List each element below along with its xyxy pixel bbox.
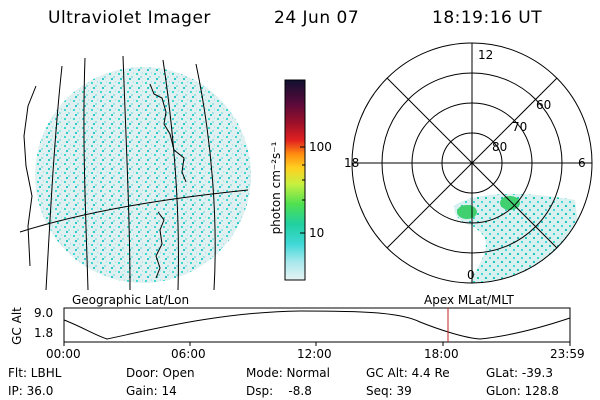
mlt-label-12: 12: [478, 48, 494, 62]
colorbar-tick-10: 10: [309, 226, 325, 240]
observation-date: 24 Jun 07: [274, 8, 360, 28]
mlt-label-6: 6: [578, 156, 586, 170]
info-gc-alt: GC Alt: 4.4 Re: [366, 366, 450, 380]
instrument-title: Ultraviolet Imager: [48, 8, 211, 28]
altitude-ytick-1.8: 1.8: [34, 326, 54, 340]
map-panel-label: Geographic Lat/Lon: [72, 293, 190, 307]
altitude-xtick-1800: 18:00: [424, 347, 459, 361]
info-filter: Flt: LBHL: [8, 366, 62, 380]
info-door: Door: Open: [126, 366, 195, 380]
mlat-label-60: 60: [536, 98, 552, 112]
info-glat: GLat: -39.3: [486, 366, 553, 380]
altitude-curve: [63, 310, 571, 340]
map-longitude-lines: [45, 55, 216, 291]
info-seq: Seq: 39: [366, 384, 412, 398]
altitude-xtick-0600: 06:00: [171, 347, 206, 361]
observation-time: 18:19:16 UT: [432, 8, 543, 28]
polar-panel-label: Apex MLat/MLT: [424, 293, 514, 307]
colorbar-tick-100: 100: [309, 140, 332, 154]
mlat-label-80: 80: [492, 140, 508, 154]
info-ip: IP: 36.0: [8, 384, 54, 398]
mlat-label-70: 70: [512, 120, 528, 134]
info-mode: Mode: Normal: [246, 366, 330, 380]
mlt-label-0: 0: [467, 268, 475, 282]
map-latitude-line: [19, 189, 249, 233]
mlt-label-18: 18: [344, 156, 360, 170]
altitude-xtick-1200: 12:00: [297, 347, 332, 361]
map-coastline: [23, 83, 187, 279]
altitude-xtick-0000: 00:00: [46, 347, 81, 361]
info-dsp: Dsp: -8.8: [246, 384, 312, 398]
altitude-frame: [63, 307, 571, 343]
info-glon: GLon: 128.8: [486, 384, 559, 398]
altitude-xtick-2359: 23:59: [550, 347, 585, 361]
altitude-ytick-9: 9.0: [34, 306, 54, 320]
info-gain: Gain: 14: [126, 384, 177, 398]
